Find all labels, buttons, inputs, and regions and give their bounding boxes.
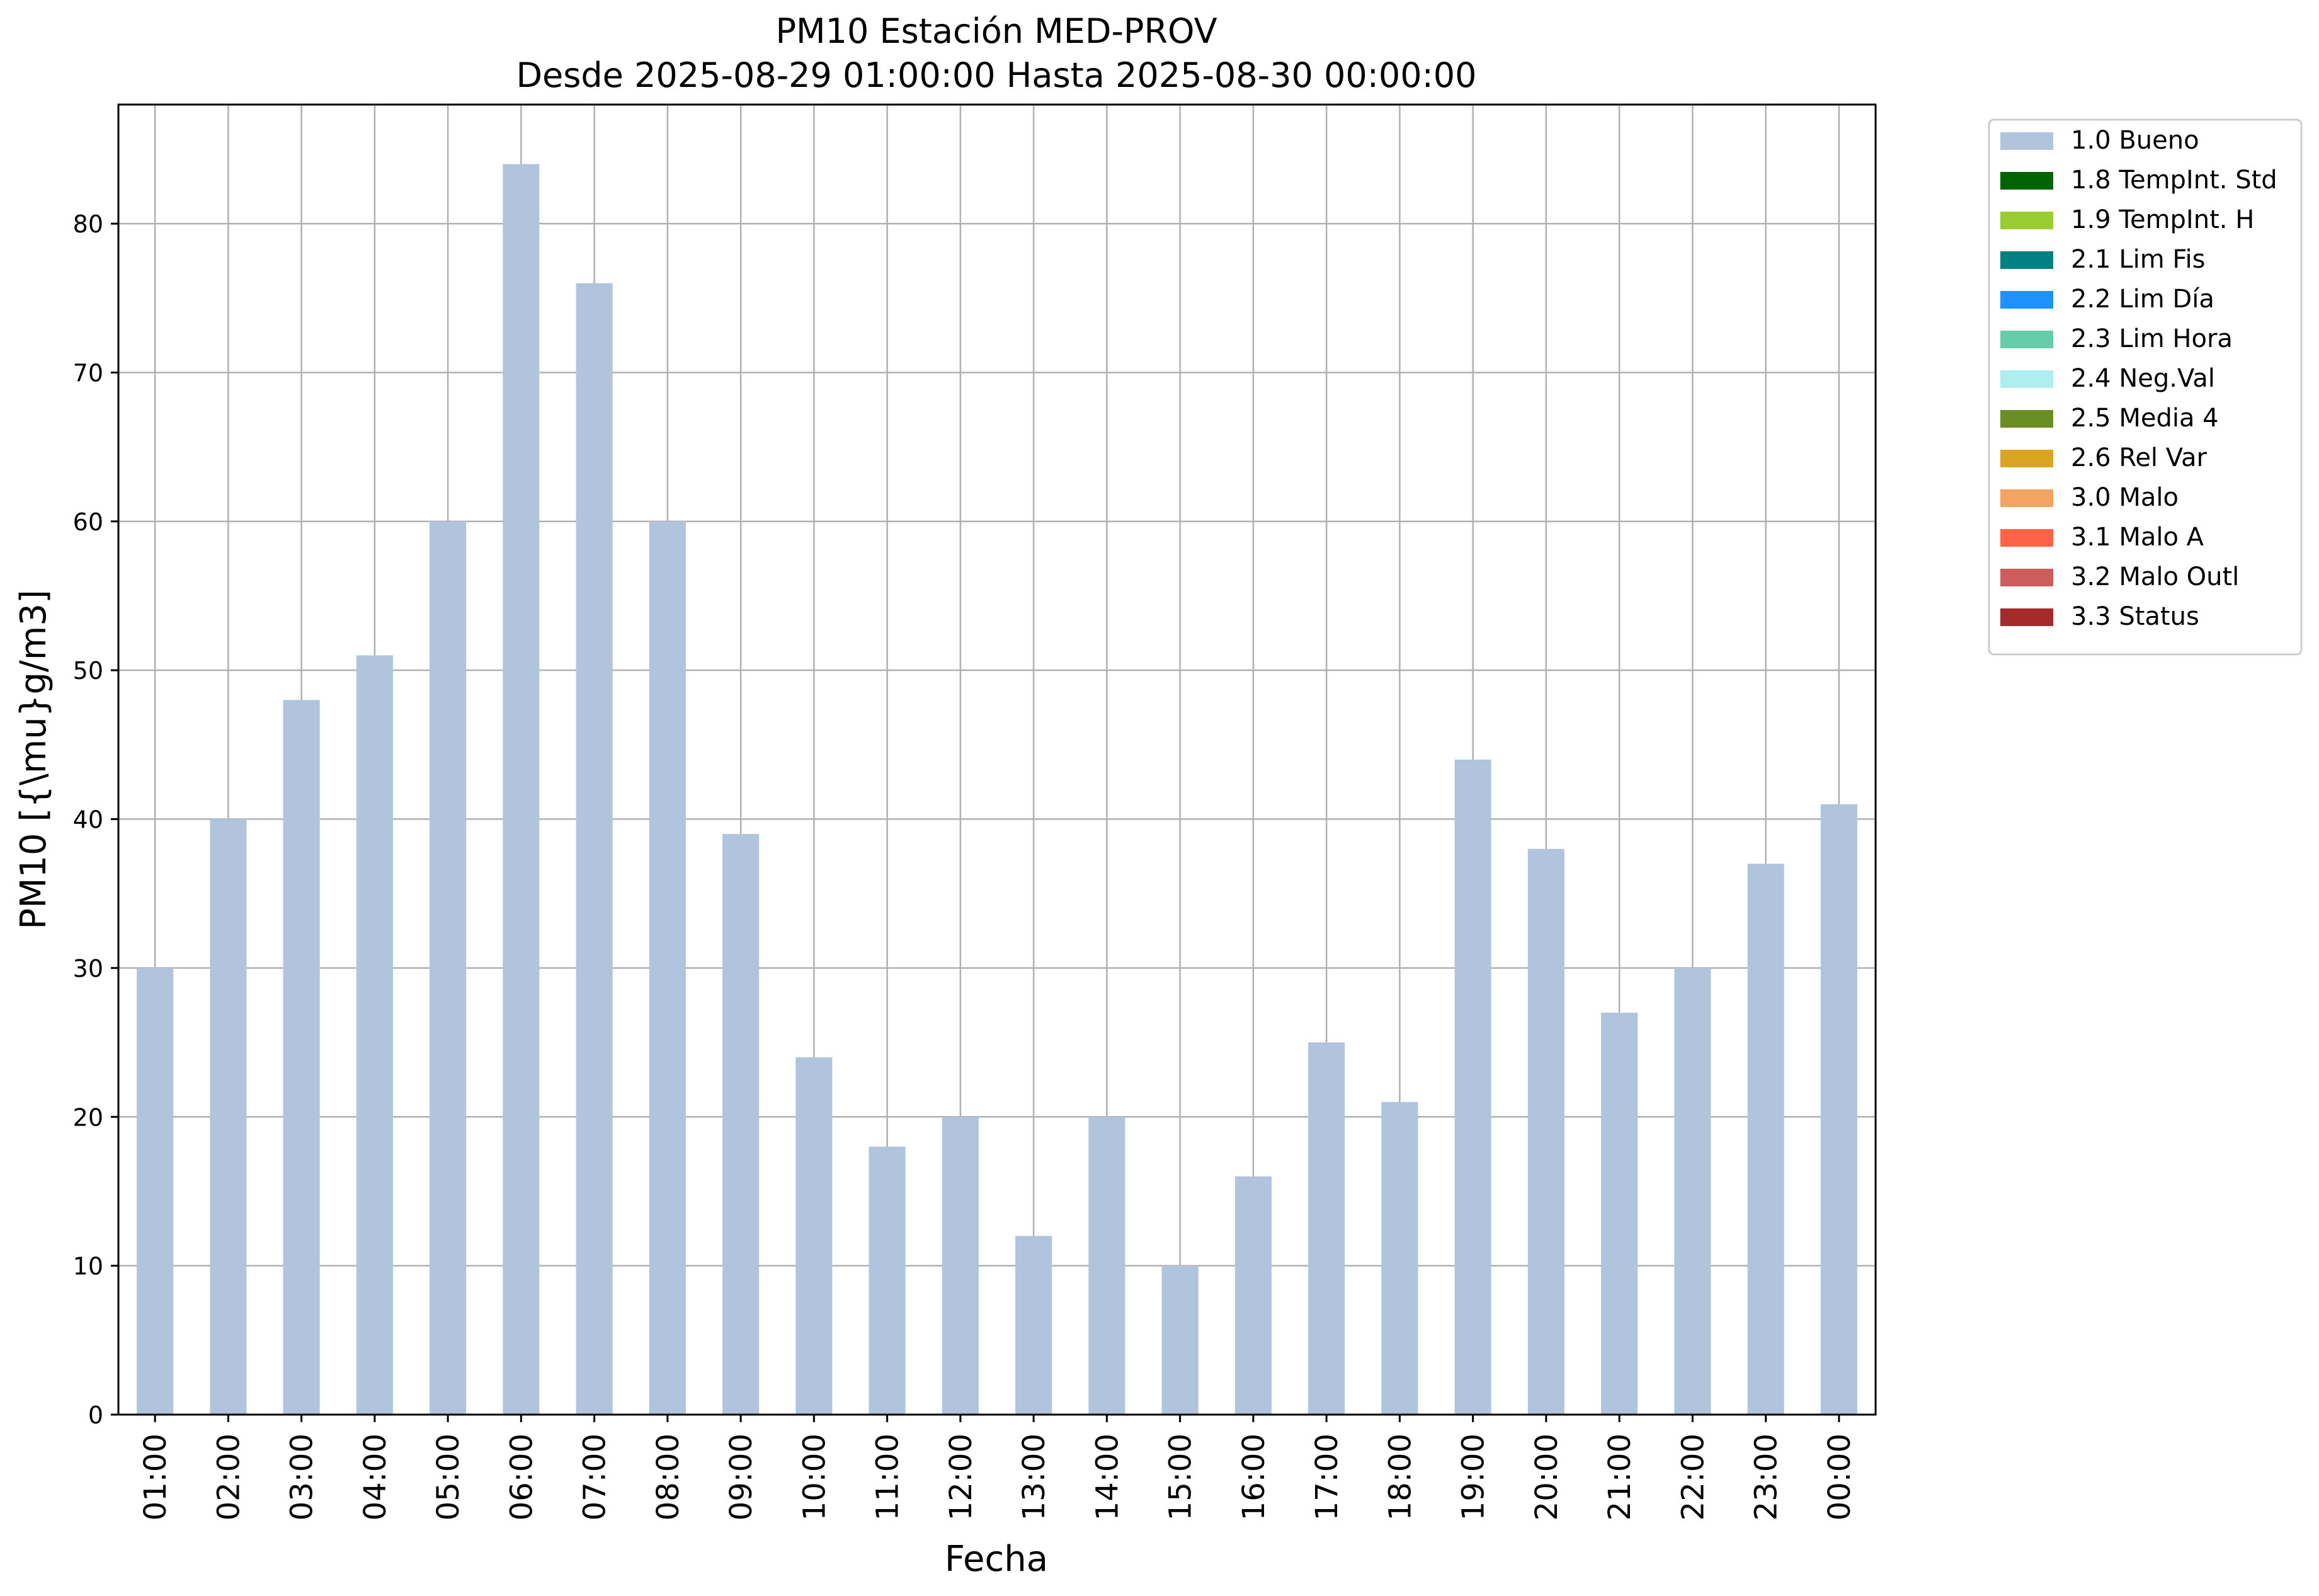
legend-label: 1.9 TempInt. H [2071,205,2254,234]
bar-0300 [283,700,320,1415]
x-tick-label: 21:00 [1602,1434,1638,1520]
x-tick-label: 05:00 [431,1434,466,1520]
legend-label: 2.5 Media 4 [2071,404,2219,433]
x-tick-label: 18:00 [1382,1434,1418,1520]
bars [137,164,1857,1415]
legend-swatch [2000,450,2053,467]
bar-1900 [1454,760,1491,1415]
legend-swatch [2000,132,2053,150]
legend-swatch [2000,331,2053,348]
y-tick-label: 0 [88,1401,103,1429]
x-tick-label: 08:00 [651,1434,686,1520]
y-axis-label: PM10 [{\mu}g/m3] [13,590,54,930]
bar-0500 [430,521,467,1415]
bar-1000 [795,1057,833,1415]
legend-label: 1.0 Bueno [2071,126,2199,155]
y-tick-label: 50 [73,657,103,685]
x-tick-label: 07:00 [578,1434,613,1520]
legend-label: 3.1 Malo A [2071,523,2204,552]
legend-label: 3.3 Status [2071,602,2199,631]
bar-1300 [1015,1236,1052,1415]
legend-swatch [2000,370,2053,388]
x-tick-label: 03:00 [285,1434,320,1520]
bar-1100 [869,1146,906,1415]
x-tick-label: 10:00 [797,1434,832,1520]
y-tick-label: 80 [73,210,103,238]
bar-2200 [1674,967,1711,1415]
x-tick-label: 13:00 [1017,1434,1052,1520]
legend-swatch [2000,529,2053,547]
y-tick-label: 60 [73,508,103,536]
x-tick-label: 20:00 [1529,1434,1564,1520]
chart-subtitle: Desde 2025-08-29 01:00:00 Hasta 2025-08-… [516,55,1476,95]
bar-2000 [1527,848,1564,1415]
y-tick-label: 70 [73,359,103,387]
legend-label: 2.1 Lim Fis [2071,245,2205,274]
bar-0700 [576,283,613,1415]
x-tick-label: 04:00 [358,1434,393,1520]
bar-1800 [1381,1102,1418,1415]
x-axis-label: Fecha [945,1539,1048,1580]
x-tick-label: 01:00 [138,1434,173,1520]
x-tick-label: 09:00 [724,1434,759,1520]
x-tick-label: 23:00 [1749,1434,1784,1520]
x-tick-label: 22:00 [1675,1434,1711,1520]
y-tick-label: 30 [73,955,103,983]
bar-1600 [1234,1176,1272,1415]
legend-swatch [2000,489,2053,507]
bar-0400 [356,655,393,1415]
y-tick-label: 20 [73,1103,103,1131]
x-tick-label: 00:00 [1822,1434,1857,1520]
x-tick-label: 17:00 [1309,1434,1345,1520]
bar-1400 [1088,1117,1125,1415]
y-tick-label: 40 [73,806,103,834]
legend-swatch [2000,251,2053,269]
legend-swatch [2000,608,2053,626]
legend: 1.0 Bueno 1.8 TempInt. Std 1.9 TempInt. H 2… [1988,118,2303,656]
x-tick-label: 06:00 [504,1434,539,1520]
legend-swatch [2000,212,2053,229]
legend-label: 3.0 Malo [2071,483,2179,512]
legend-label: 2.2 Lim Día [2071,285,2214,314]
bar-1700 [1308,1042,1345,1415]
bar-1200 [942,1117,979,1415]
x-tick-label: 02:00 [211,1434,246,1520]
bar-0200 [210,819,247,1415]
y-tick-label: 10 [73,1253,103,1280]
legend-swatch [2000,410,2053,428]
x-tick-label: 14:00 [1090,1434,1125,1520]
x-tick-label: 19:00 [1456,1434,1491,1520]
legend-label: 2.4 Neg.Val [2071,364,2215,393]
bar-0600 [503,164,540,1415]
legend-frame [1988,118,2303,656]
legend-label: 3.2 Malo Outl [2071,562,2239,591]
x-tick-label: 12:00 [943,1434,979,1520]
bar-1500 [1161,1265,1199,1415]
x-tick-label: 11:00 [870,1434,906,1520]
bar-0800 [649,521,686,1415]
bar-2100 [1601,1012,1638,1415]
legend-swatch [2000,569,2053,586]
plot-frame [117,103,1877,1416]
bar-0000 [1820,804,1857,1415]
chart-title: PM10 Estación MED-PROV [775,11,1217,51]
bar-0900 [722,834,760,1415]
bar-2300 [1747,864,1784,1415]
y-axis-ticks: 0 10 20 30 40 50 60 70 80 [73,210,118,1429]
x-tick-label: 15:00 [1163,1434,1199,1520]
x-axis-ticks: 01:00 02:00 03:00 04:00 05:00 06:00 07:00 08:00… [138,1415,1857,1520]
legend-label: 2.3 Lim Hora [2071,324,2233,353]
x-tick-label: 16:00 [1236,1434,1272,1520]
legend-swatch [2000,172,2053,190]
legend-swatch [2000,291,2053,309]
legend-label: 2.6 Rel Var [2071,443,2208,472]
legend-label: 1.8 TempInt. Std [2071,166,2277,195]
bar-0100 [137,967,174,1415]
